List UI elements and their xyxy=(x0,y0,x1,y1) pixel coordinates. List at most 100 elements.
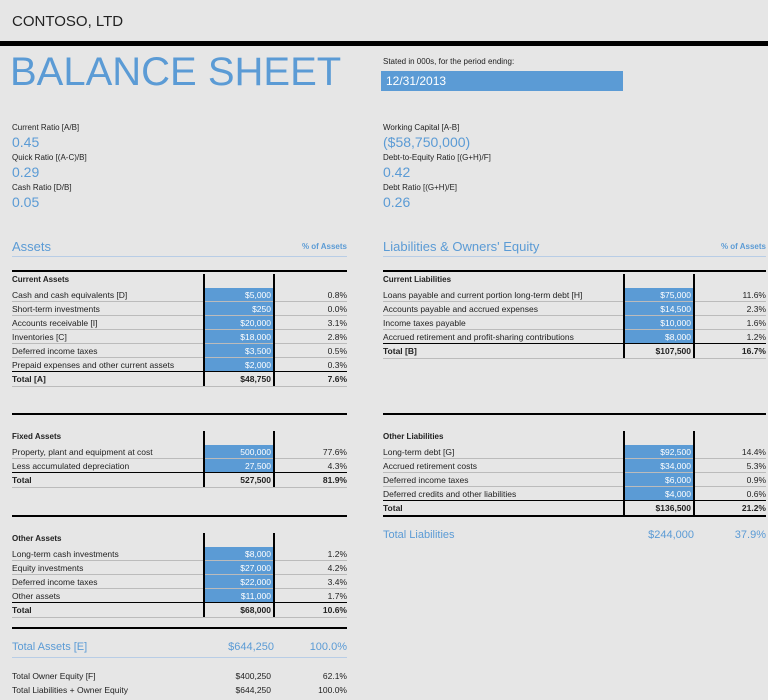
cell-border xyxy=(203,274,205,386)
section-title: Other Liabilities xyxy=(383,432,444,441)
row-label: Accounts receivable [I] xyxy=(12,318,98,328)
input-cell xyxy=(204,344,274,357)
total-rule xyxy=(12,371,347,372)
total-label: Total [A] xyxy=(12,374,46,384)
row-pct: 3.1% xyxy=(327,318,347,328)
row-pct: 0.6% xyxy=(746,489,766,499)
total-value: $68,000 xyxy=(240,605,271,615)
total-label: Total xyxy=(12,605,32,615)
total-value: $107,500 xyxy=(655,346,691,356)
grand-value: $244,000 xyxy=(648,529,694,541)
row-pct: 2.3% xyxy=(746,304,766,314)
row-value: $250 xyxy=(252,304,271,314)
input-cell xyxy=(204,547,274,560)
row-rule xyxy=(383,458,766,459)
cell-border xyxy=(693,431,695,515)
row-pct: 1.6% xyxy=(746,318,766,328)
input-cell xyxy=(204,330,274,343)
row-value: $22,000 xyxy=(240,577,271,587)
row-label: Long-term cash investments xyxy=(12,549,119,559)
grand-label: Total Liabilities xyxy=(383,529,455,541)
total-pct: 10.6% xyxy=(322,605,347,615)
cell-border xyxy=(623,274,625,358)
row-rule xyxy=(12,560,347,561)
cell-border xyxy=(693,274,695,358)
row-value: $27,000 xyxy=(240,563,271,573)
input-cell xyxy=(624,316,694,329)
row-rule xyxy=(12,315,347,316)
grand-value: $644,250 xyxy=(228,641,274,653)
row-pct: 1.7% xyxy=(327,591,347,601)
row-pct: 0.0% xyxy=(327,304,347,314)
grand-rule xyxy=(383,515,766,517)
grand-rule xyxy=(12,627,347,629)
total-pct: 81.9% xyxy=(322,475,347,485)
total-underline xyxy=(383,358,766,359)
section-rule xyxy=(383,270,766,272)
input-cell xyxy=(204,589,274,602)
row-label: Inventories [C] xyxy=(12,332,67,342)
total-label: Total [B] xyxy=(383,346,417,356)
row-value: $4,000 xyxy=(665,489,691,499)
row-label: Income taxes payable xyxy=(383,318,466,328)
section-rule xyxy=(12,515,347,517)
row-pct: 0.3% xyxy=(327,360,347,370)
total-value: $48,750 xyxy=(240,374,271,384)
cell-border xyxy=(273,431,275,487)
input-cell xyxy=(204,316,274,329)
row-pct: 2.8% xyxy=(327,332,347,342)
row-rule xyxy=(12,329,347,330)
section-title: Current Assets xyxy=(12,275,70,284)
ratio-value: 0.26 xyxy=(383,194,411,210)
grand-label: Total Assets [E] xyxy=(12,641,88,653)
row-pct: 14.4% xyxy=(741,447,766,457)
row-rule xyxy=(12,574,347,575)
total-label: Total xyxy=(383,503,403,513)
row-value: $2,000 xyxy=(245,360,271,370)
extra-pct: 100.0% xyxy=(318,685,347,695)
row-pct: 5.3% xyxy=(746,461,766,471)
row-rule xyxy=(12,458,347,459)
ratio-value: 0.42 xyxy=(383,164,411,180)
input-cell xyxy=(204,459,274,472)
row-pct: 0.9% xyxy=(746,475,766,485)
section-rule xyxy=(383,413,766,415)
input-cell xyxy=(624,473,694,486)
input-cell xyxy=(624,487,694,500)
input-cell xyxy=(624,445,694,458)
total-rule xyxy=(12,472,347,473)
row-rule xyxy=(383,315,766,316)
row-rule xyxy=(12,357,347,358)
row-value: $18,000 xyxy=(240,332,271,342)
row-pct: 1.2% xyxy=(327,549,347,559)
row-value: $6,000 xyxy=(665,475,691,485)
input-cell xyxy=(204,575,274,588)
company: CONTOSO, LTD xyxy=(12,13,124,30)
row-label: Long-term debt [G] xyxy=(383,447,455,457)
row-value: 27,500 xyxy=(245,461,271,471)
total-underline xyxy=(12,386,347,387)
cell-border xyxy=(273,533,275,617)
cell-border xyxy=(203,533,205,617)
row-label: Loans payable and current portion long-t… xyxy=(383,290,583,300)
header-bar xyxy=(0,41,768,46)
row-value: $8,000 xyxy=(665,332,691,342)
ratio-label: Working Capital [A-B] xyxy=(383,123,460,132)
pct-heading: % of Assets xyxy=(720,242,766,251)
row-pct: 3.4% xyxy=(327,577,347,587)
total-pct: 7.6% xyxy=(327,374,347,384)
row-value: $92,500 xyxy=(660,447,691,457)
section-title: Other Assets xyxy=(12,534,62,543)
input-cell xyxy=(204,445,274,458)
ratio-value: 0.29 xyxy=(12,164,40,180)
row-pct: 1.2% xyxy=(746,332,766,342)
heading-rule xyxy=(383,256,766,257)
section-title: Fixed Assets xyxy=(12,432,62,441)
total-underline xyxy=(12,617,347,618)
row-rule xyxy=(383,472,766,473)
input-cell xyxy=(204,288,274,301)
ratio-label: Quick Ratio [(A-C)/B] xyxy=(12,153,87,162)
total-underline xyxy=(12,487,347,488)
extra-value: $644,250 xyxy=(235,685,271,695)
